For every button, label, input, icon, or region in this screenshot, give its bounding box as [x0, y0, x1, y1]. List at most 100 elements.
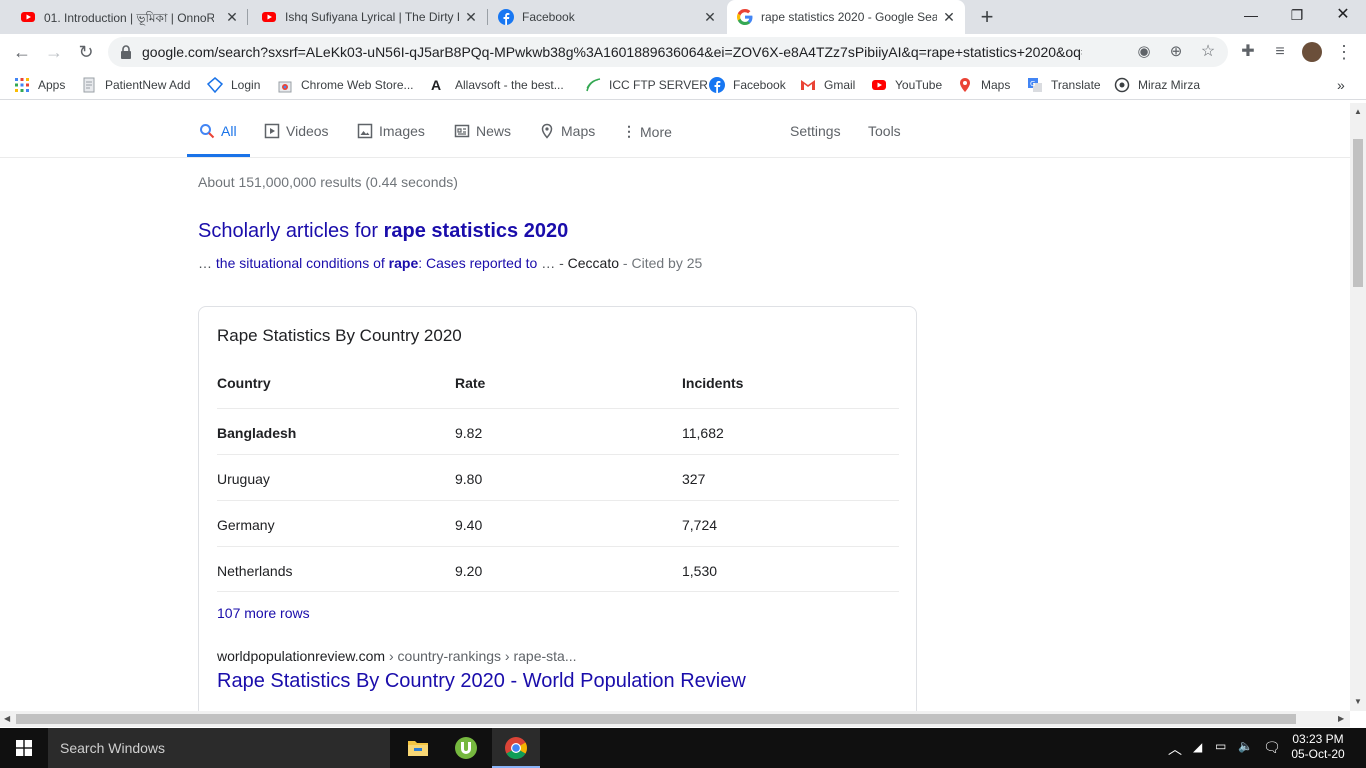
forward-icon[interactable]: → — [45, 42, 63, 62]
bookmark-patientnew-add[interactable]: PatientNew Add — [81, 76, 190, 94]
search-icon — [200, 124, 215, 139]
tab-title: 01. Introduction | ভূমিকা | OnnoR — [44, 11, 214, 25]
scholar-article-link-end[interactable]: : Cases reported to — [418, 255, 542, 271]
minimize-icon[interactable]: — — [1244, 7, 1258, 23]
bookmark-chrome-web-store[interactable]: Chrome Web Store... — [277, 76, 414, 94]
back-icon[interactable]: ← — [13, 42, 31, 62]
tab-title: Ishq Sufiyana Lyrical | The Dirty P — [285, 10, 459, 24]
zoom-icon[interactable]: ⊕ — [1169, 43, 1183, 60]
globe-icon — [1114, 77, 1130, 93]
close-icon[interactable]: ✕ — [226, 9, 238, 25]
new-tab-icon[interactable]: + — [980, 4, 994, 29]
cell-country: Uruguay — [217, 471, 270, 487]
youtube-icon — [262, 12, 276, 22]
reload-icon[interactable]: ↻ — [78, 42, 94, 62]
vertical-scroll-thumb[interactable] — [1353, 139, 1363, 287]
search-results-page: All Videos Images News Maps ⋮ More Setti… — [0, 103, 1350, 711]
bookmark-icc-ftp-server[interactable]: ICC FTP SERVER — [585, 76, 708, 94]
scholar-article-link[interactable]: the situational conditions of — [215, 255, 389, 271]
bookmark-login[interactable]: Login — [207, 76, 260, 94]
bookmark-maps[interactable]: Maps — [957, 76, 1010, 94]
bookmark-label: YouTube — [895, 78, 943, 92]
bookmark-gmail[interactable]: Gmail — [800, 76, 855, 94]
bookmark-label: Maps — [981, 78, 1011, 92]
bookmark-label: Translate — [1051, 78, 1101, 92]
tab-google-search-active[interactable]: rape statistics 2020 - Google Sea ✕ — [727, 0, 965, 34]
horizontal-scrollbar[interactable]: ◀ ▶ — [0, 711, 1350, 727]
location-icon[interactable]: ◉ — [1137, 43, 1151, 60]
horizontal-scroll-thumb[interactable] — [16, 714, 1296, 724]
column-header-rate: Rate — [455, 375, 486, 391]
chrome-web-store-icon — [278, 81, 292, 93]
tab-news-label: News — [476, 123, 512, 139]
scholar-articles-link[interactable]: Scholarly articles for rape statistics 2… — [198, 220, 568, 243]
scroll-down-icon[interactable]: ▼ — [1354, 697, 1362, 706]
facebook-icon — [498, 9, 514, 25]
tab-images[interactable]: Images — [357, 123, 425, 139]
avatar[interactable] — [1302, 42, 1322, 62]
tab-all[interactable]: All — [199, 123, 237, 139]
scroll-right-icon[interactable]: ▶ — [1338, 714, 1345, 723]
restore-icon[interactable]: ❐ — [1290, 7, 1304, 23]
bookmark-miraz-mirza[interactable]: Miraz Mirza — [1114, 76, 1200, 94]
image-icon — [357, 123, 373, 139]
cite-domain: worldpopulationreview.com — [217, 648, 386, 664]
video-icon — [264, 123, 280, 139]
tab-more[interactable]: ⋮ More — [622, 123, 672, 140]
notification-icon[interactable]: 🗨 — [1263, 739, 1281, 755]
tab-maps[interactable]: Maps — [539, 123, 595, 139]
gmail-icon — [801, 80, 815, 90]
bookmark-translate[interactable]: G Translate — [1027, 76, 1101, 94]
windows-start-icon[interactable] — [16, 740, 32, 756]
chrome-taskbar-icon[interactable] — [492, 728, 540, 768]
close-icon[interactable]: ✕ — [704, 9, 716, 25]
chevron-up-icon[interactable]: ︿ — [1168, 741, 1182, 757]
close-icon[interactable]: ✕ — [465, 9, 477, 25]
more-rows-link[interactable]: 107 more rows — [217, 605, 310, 621]
bookmark-label: Gmail — [824, 78, 856, 92]
scroll-up-icon[interactable]: ▲ — [1354, 107, 1362, 116]
bookmark-youtube[interactable]: YouTube — [871, 76, 942, 94]
tab-facebook[interactable]: Facebook ✕ — [478, 0, 724, 34]
media-control-icon[interactable]: ≡ — [1275, 43, 1285, 60]
address-bar[interactable]: google.com/search?sxsrf=ALeKk03-uN56I-qJ… — [108, 37, 1228, 67]
bookmark-star-icon[interactable]: ☆ — [1200, 43, 1216, 60]
table-row: Uruguay 9.80 327 — [217, 454, 899, 500]
youtube-icon — [21, 12, 35, 22]
cell-rate: 9.80 — [455, 471, 483, 487]
bookmark-apps[interactable]: Apps — [14, 76, 65, 94]
volume-icon[interactable]: 🔈 — [1238, 739, 1253, 753]
clock[interactable]: 03:23 PM 05-Oct-20 — [1288, 732, 1348, 762]
extensions-icon[interactable]: ✚ — [1241, 43, 1255, 60]
close-icon[interactable]: ✕ — [943, 9, 955, 25]
bookmark-facebook[interactable]: Facebook — [709, 76, 786, 94]
scholar-author[interactable]: Ceccato — [567, 255, 620, 271]
tab-videos[interactable]: Videos — [264, 123, 329, 139]
result-cite-url[interactable]: worldpopulationreview.com › country-rank… — [217, 648, 577, 664]
tab-ishq-sufiyana[interactable]: Ishq Sufiyana Lyrical | The Dirty P ✕ — [241, 0, 487, 34]
close-window-icon[interactable]: ✕ — [1336, 6, 1350, 23]
tools-link[interactable]: Tools — [868, 123, 901, 139]
scroll-left-icon[interactable]: ◀ — [4, 714, 11, 723]
result-title-link[interactable]: Rape Statistics By Country 2020 - World … — [217, 670, 746, 692]
vertical-scrollbar[interactable]: ▲ ▼ — [1350, 103, 1366, 711]
bookmarks-overflow-icon[interactable]: » — [1337, 77, 1345, 93]
tab-news[interactable]: News — [454, 123, 511, 139]
clock-date: 05-Oct-20 — [1291, 747, 1345, 761]
cell-country: Bangladesh — [217, 425, 297, 441]
menu-icon[interactable]: ⋮ — [1335, 42, 1353, 62]
battery-icon[interactable]: ▭ — [1215, 739, 1227, 753]
youtube-icon — [872, 80, 886, 90]
scholar-cited-by[interactable]: Cited by 25 — [631, 255, 703, 271]
settings-link[interactable]: Settings — [790, 123, 841, 139]
windows-search-box[interactable]: Search Windows — [48, 728, 390, 768]
bookmark-label: Login — [231, 78, 261, 92]
tab-introduction[interactable]: 01. Introduction | ভূমিকা | OnnoR ✕ — [0, 0, 246, 34]
bookmark-allavsoft[interactable]: A Allavsoft - the best... — [431, 76, 564, 94]
utorrent-icon[interactable] — [442, 728, 490, 768]
lock-icon — [121, 45, 131, 59]
bookmark-label: Apps — [38, 78, 66, 92]
file-explorer-icon[interactable] — [394, 728, 442, 768]
bookmark-label: PatientNew Add — [105, 78, 191, 92]
network-icon[interactable]: ◢ — [1193, 740, 1203, 754]
